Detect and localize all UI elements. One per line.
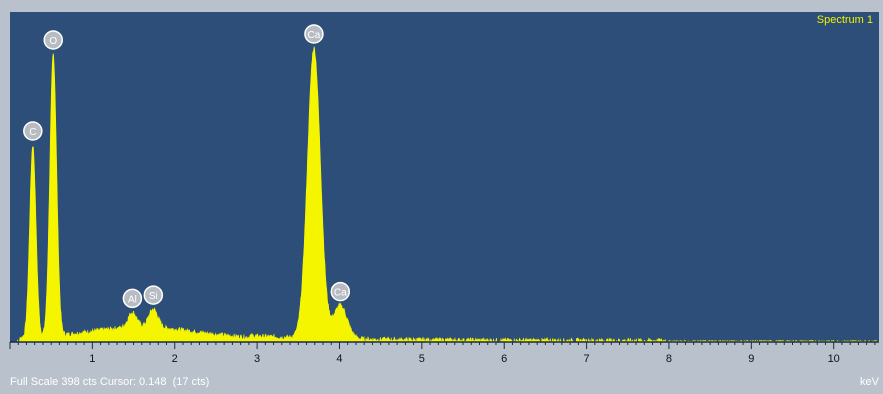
peak-marker-circle — [304, 24, 324, 44]
peak-label-al: Al — [122, 288, 143, 309]
full-scale-cursor-readout: Full Scale 398 cts Cursor: 0.148 (17 cts… — [10, 376, 210, 388]
peak-marker-circle — [122, 288, 143, 309]
spectrum-fill — [13, 46, 880, 344]
x-tick-label: 1 — [89, 353, 95, 365]
x-tick-label: 5 — [419, 353, 425, 365]
x-tick-label: 2 — [172, 353, 178, 365]
peak-element-label: Si — [149, 291, 158, 302]
x-axis-unit-label: keV — [860, 376, 879, 388]
x-tick-label: 4 — [336, 353, 342, 365]
peak-element-label: Ca — [308, 30, 321, 41]
peak-label-si: Si — [143, 285, 164, 305]
x-tick-label: 10 — [828, 353, 840, 365]
legend-spectrum-1: Spectrum 1 — [816, 14, 873, 26]
x-tick-label: 8 — [666, 353, 672, 365]
peak-element-label: Ca — [334, 288, 347, 299]
peak-label-c: C — [23, 121, 43, 141]
peak-marker-circle — [143, 285, 164, 305]
peak-element-label: Al — [128, 294, 137, 305]
peak-label-ca: Ca — [304, 24, 324, 44]
plot-area — [10, 12, 879, 342]
peak-element-label: C — [29, 127, 36, 138]
x-tick-label: 6 — [501, 353, 507, 365]
x-tick-label: 3 — [254, 353, 260, 365]
peak-marker-circle — [43, 30, 63, 50]
peak-element-label: O — [49, 36, 57, 47]
x-tick-label: 7 — [584, 353, 590, 365]
x-tick-label: 9 — [748, 353, 754, 365]
peak-label-o: O — [43, 30, 63, 50]
peak-label-ca: Ca — [330, 281, 351, 302]
peak-marker-circle — [23, 121, 43, 141]
peak-marker-circle — [330, 281, 351, 302]
